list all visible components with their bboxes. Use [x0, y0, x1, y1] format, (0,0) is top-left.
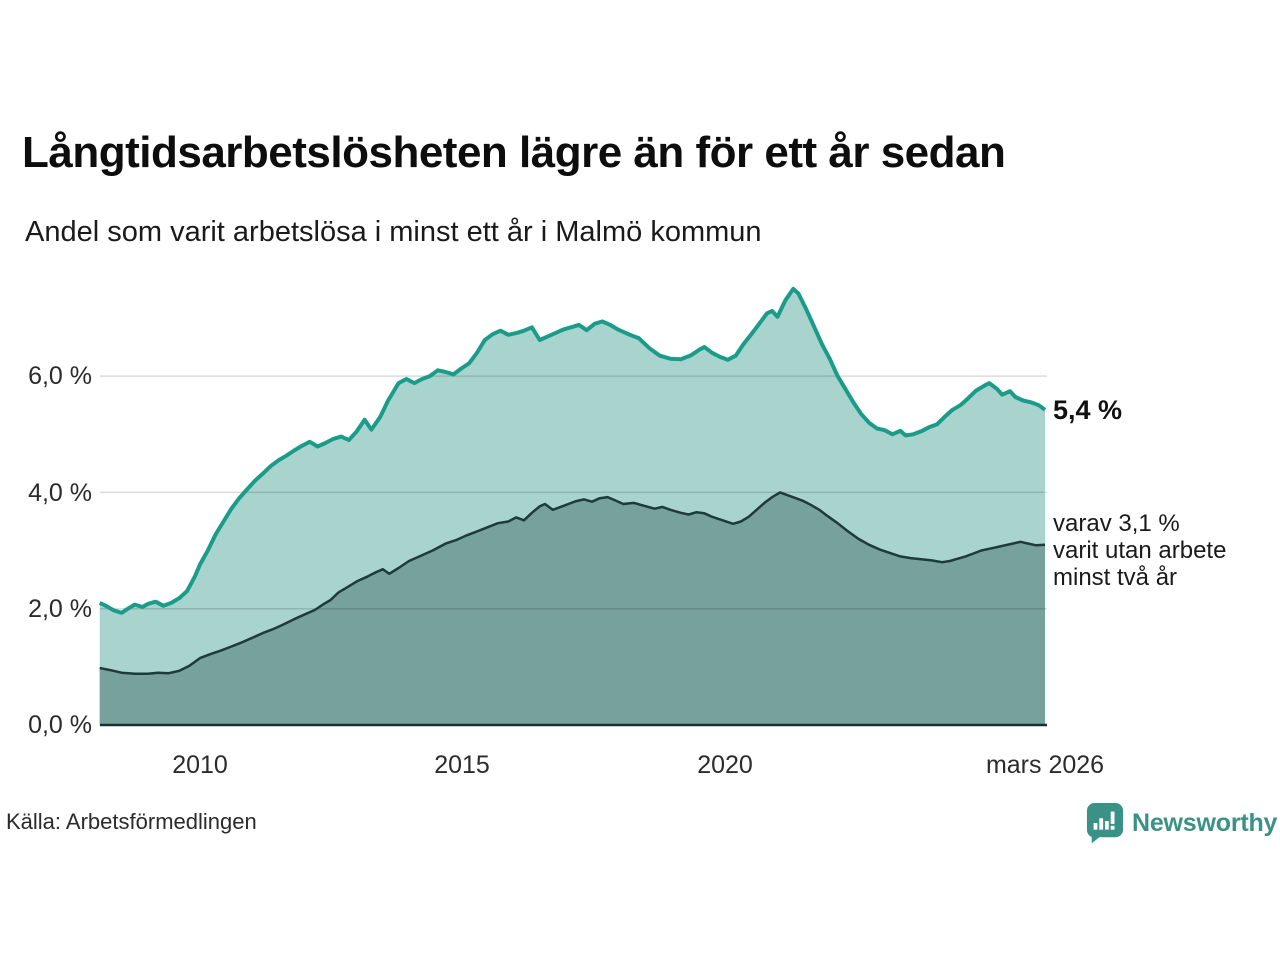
chart-subtitle: Andel som varit arbetslösa i minst ett å… — [25, 216, 762, 248]
y-tick-2: 2,0 % — [28, 595, 92, 623]
y-tick-6: 6,0 % — [28, 362, 92, 390]
y-tick-4: 4,0 % — [28, 479, 92, 507]
newsworthy-logo: Newsworthy — [1086, 802, 1277, 844]
y-tick-0: 0,0 % — [28, 711, 92, 739]
source-label: Källa: Arbetsförmedlingen — [6, 809, 257, 834]
newsworthy-wordmark: Newsworthy — [1132, 808, 1278, 837]
x-tick-2010: 2010 — [172, 751, 228, 779]
x-tick-mars-2026: mars 2026 — [985, 751, 1105, 779]
secondary-annotation-line2: varit utan arbete — [1053, 537, 1227, 564]
secondary-annotation-line1: varav 3,1 % — [1053, 510, 1180, 537]
x-tick-2020: 2020 — [697, 751, 753, 779]
secondary-annotation: varav 3,1 % varit utan arbete minst två … — [1053, 510, 1226, 591]
x-tick-2015: 2015 — [434, 751, 490, 779]
bar-chart-speech-bubble-icon — [1086, 802, 1124, 844]
page-title: Långtidsarbetslösheten lägre än för ett … — [22, 128, 1006, 177]
latest-value-label: 5,4 % — [1053, 395, 1123, 425]
secondary-annotation-line3: minst två år — [1053, 564, 1178, 591]
